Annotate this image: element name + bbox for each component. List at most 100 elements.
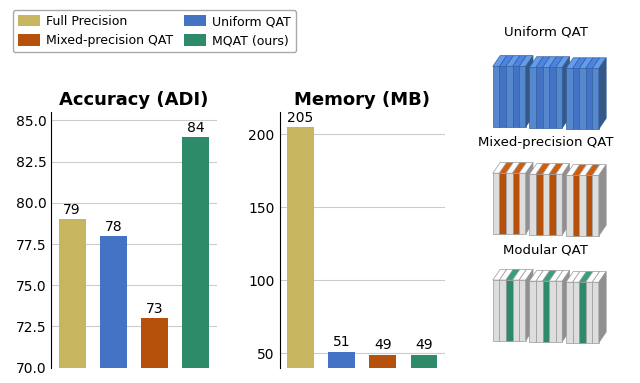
Polygon shape [586, 69, 592, 129]
Polygon shape [563, 270, 570, 342]
Polygon shape [513, 269, 527, 280]
Text: Modular QAT: Modular QAT [504, 243, 588, 256]
Polygon shape [543, 164, 556, 174]
Polygon shape [566, 175, 573, 236]
Text: 78: 78 [104, 220, 122, 234]
Polygon shape [493, 56, 507, 66]
Polygon shape [536, 57, 550, 67]
Polygon shape [493, 269, 507, 280]
Polygon shape [592, 272, 606, 282]
Text: 49: 49 [374, 338, 392, 352]
Polygon shape [563, 57, 570, 128]
Polygon shape [566, 69, 573, 129]
Polygon shape [493, 173, 499, 234]
Polygon shape [525, 269, 533, 340]
Polygon shape [599, 58, 606, 129]
Polygon shape [506, 66, 513, 127]
Polygon shape [573, 175, 579, 236]
Polygon shape [592, 69, 599, 129]
Polygon shape [579, 58, 593, 69]
Bar [100, 236, 127, 383]
Polygon shape [529, 57, 543, 67]
Polygon shape [543, 67, 549, 128]
Polygon shape [556, 281, 563, 342]
Polygon shape [592, 282, 599, 343]
Polygon shape [592, 175, 599, 236]
Polygon shape [543, 57, 556, 67]
Polygon shape [529, 67, 536, 128]
Polygon shape [573, 272, 586, 282]
Polygon shape [506, 280, 513, 340]
Polygon shape [525, 56, 533, 127]
Polygon shape [519, 162, 533, 173]
Bar [182, 137, 209, 383]
Polygon shape [592, 58, 606, 69]
Title: Accuracy (ADI): Accuracy (ADI) [60, 91, 209, 109]
Polygon shape [549, 164, 563, 174]
Bar [328, 352, 355, 383]
Text: Mixed-precision QAT: Mixed-precision QAT [478, 136, 614, 149]
Polygon shape [493, 162, 507, 173]
Polygon shape [543, 174, 549, 235]
Polygon shape [506, 162, 520, 173]
Polygon shape [556, 270, 570, 281]
Polygon shape [573, 69, 579, 129]
Polygon shape [536, 270, 550, 281]
Polygon shape [506, 173, 513, 234]
Polygon shape [556, 67, 563, 128]
Bar [411, 355, 438, 383]
Polygon shape [586, 282, 592, 343]
Text: 51: 51 [333, 336, 351, 349]
Polygon shape [519, 269, 533, 280]
Polygon shape [506, 269, 520, 280]
Legend: Full Precision, Mixed-precision QAT, Uniform QAT, MQAT (ours): Full Precision, Mixed-precision QAT, Uni… [13, 10, 296, 52]
Polygon shape [499, 162, 513, 173]
Text: 205: 205 [287, 111, 314, 124]
Text: Uniform QAT: Uniform QAT [504, 26, 588, 39]
Polygon shape [566, 282, 573, 343]
Text: 84: 84 [187, 121, 205, 135]
Polygon shape [543, 281, 549, 342]
Title: Memory (MB): Memory (MB) [294, 91, 430, 109]
Polygon shape [536, 281, 543, 342]
Bar [59, 219, 86, 383]
Polygon shape [499, 280, 506, 340]
Polygon shape [579, 165, 593, 175]
Polygon shape [525, 162, 533, 234]
Polygon shape [586, 58, 600, 69]
Polygon shape [549, 57, 563, 67]
Polygon shape [549, 67, 556, 128]
Polygon shape [549, 174, 556, 235]
Polygon shape [529, 174, 536, 235]
Polygon shape [536, 164, 550, 174]
Polygon shape [579, 282, 586, 343]
Polygon shape [579, 175, 586, 236]
Polygon shape [519, 56, 533, 66]
Polygon shape [579, 69, 586, 129]
Polygon shape [599, 272, 606, 343]
Polygon shape [499, 173, 506, 234]
Polygon shape [543, 270, 556, 281]
Polygon shape [493, 66, 499, 127]
Polygon shape [566, 165, 580, 175]
Polygon shape [536, 67, 543, 128]
Polygon shape [513, 66, 519, 127]
Polygon shape [513, 56, 527, 66]
Polygon shape [592, 165, 606, 175]
Text: 73: 73 [146, 302, 163, 316]
Polygon shape [566, 272, 580, 282]
Polygon shape [586, 165, 600, 175]
Polygon shape [563, 164, 570, 235]
Polygon shape [573, 165, 586, 175]
Polygon shape [586, 175, 592, 236]
Polygon shape [566, 58, 580, 69]
Polygon shape [599, 165, 606, 236]
Polygon shape [529, 281, 536, 342]
Polygon shape [529, 164, 543, 174]
Polygon shape [499, 66, 506, 127]
Polygon shape [556, 174, 563, 235]
Polygon shape [519, 66, 525, 127]
Polygon shape [513, 173, 519, 234]
Polygon shape [573, 282, 579, 343]
Polygon shape [499, 56, 513, 66]
